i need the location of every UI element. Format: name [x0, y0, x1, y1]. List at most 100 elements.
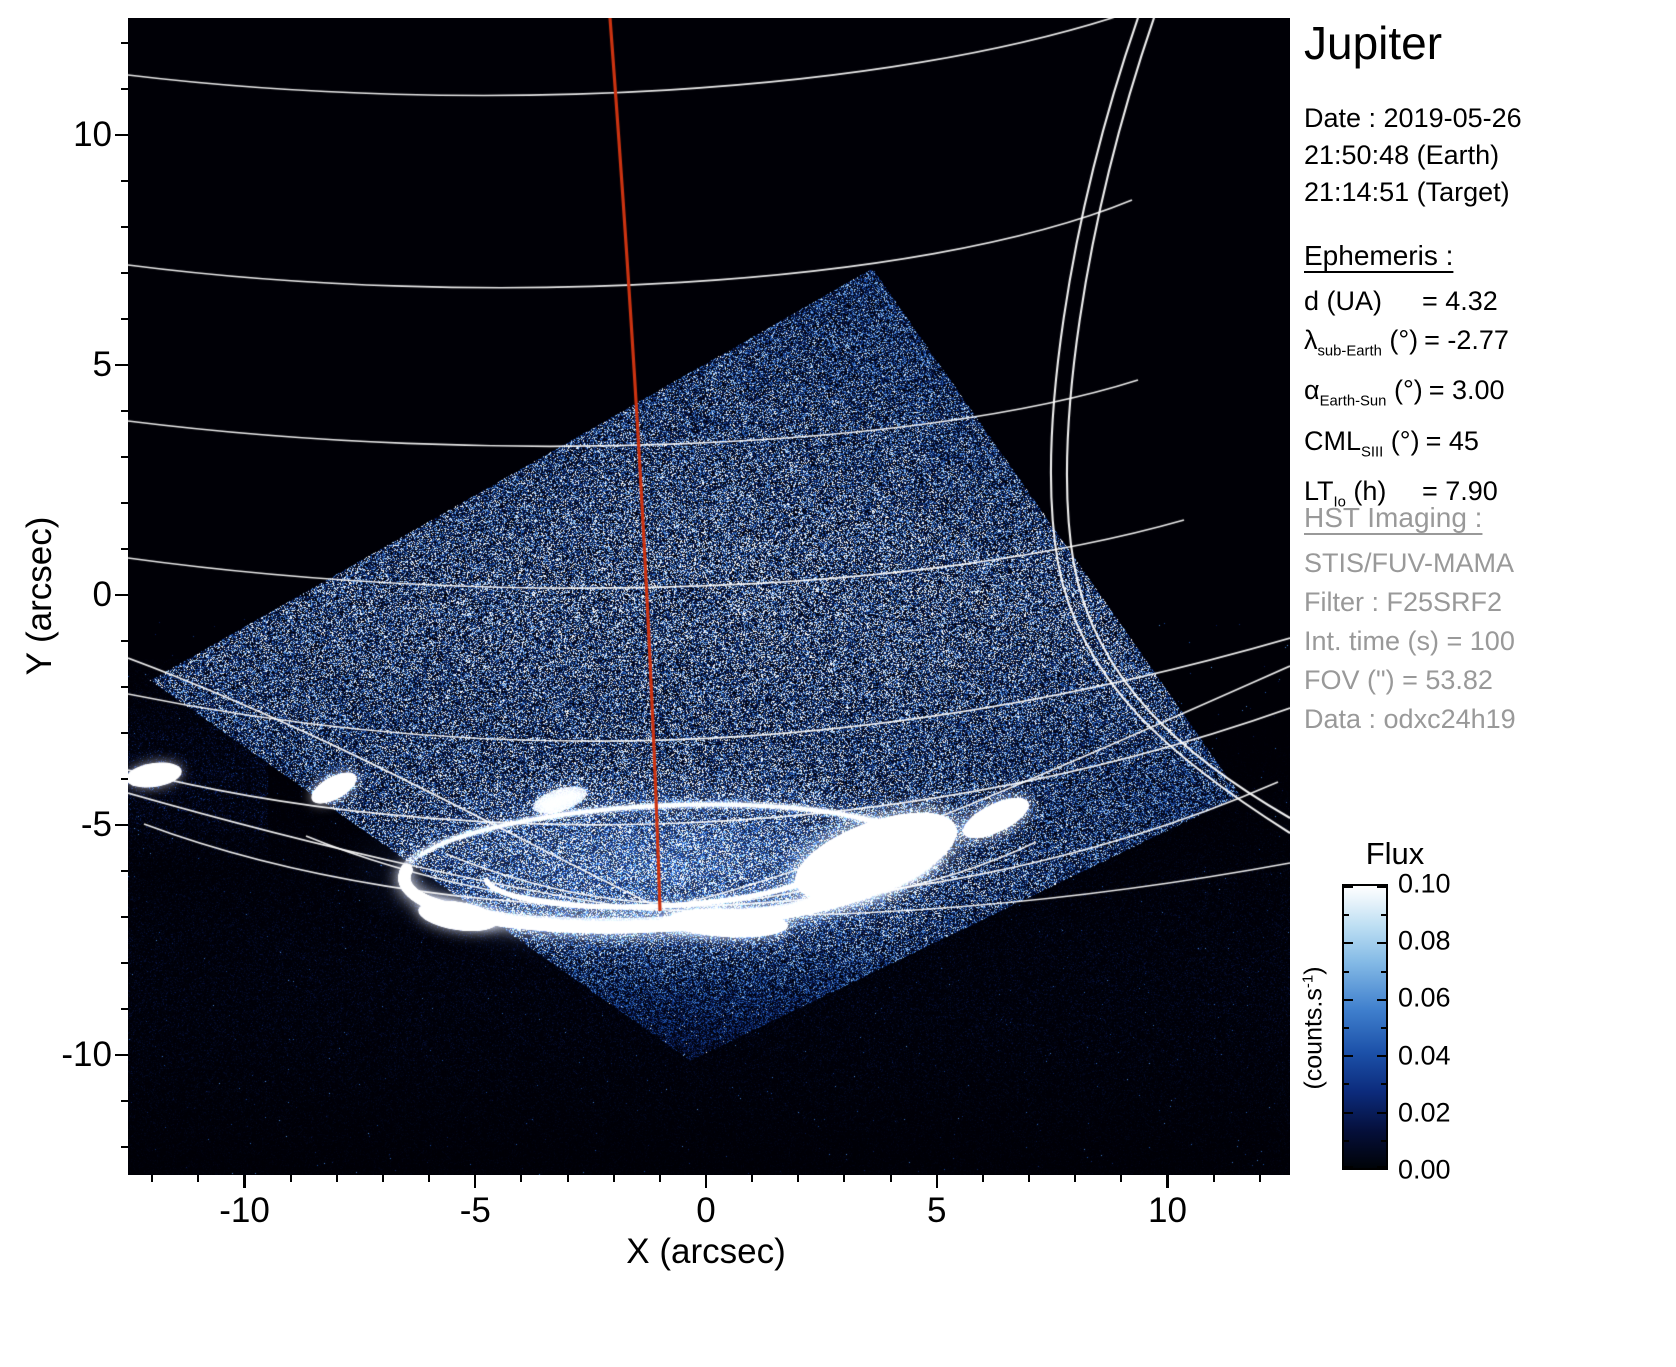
ephemeris-quantity: d (UA): [1304, 282, 1416, 321]
colorbar-minor-tick: [1381, 1083, 1386, 1085]
colorbar: [1342, 884, 1388, 1170]
colorbar-minor-tick: [1381, 1140, 1386, 1142]
x-tick-label: -5: [460, 1191, 491, 1231]
hst-info-line: FOV (") = 53.82: [1304, 661, 1516, 700]
y-minor-tick: [121, 1008, 128, 1010]
x-major-tick: [243, 1175, 245, 1188]
colorbar-major-tick: [1377, 1055, 1386, 1057]
earth-time-line: 21:50:48 (Earth): [1304, 137, 1522, 174]
colorbar-minor-tick: [1381, 914, 1386, 916]
hst-lines: STIS/FUV-MAMA Filter : F25SRF2 Int. time (…: [1304, 544, 1516, 739]
x-minor-tick: [197, 1175, 199, 1182]
hst-info-line: Filter : F25SRF2: [1304, 583, 1516, 622]
x-tick-label: 10: [1148, 1191, 1187, 1231]
colorbar-minor-tick: [1344, 1027, 1349, 1029]
hst-info-line: STIS/FUV-MAMA: [1304, 544, 1516, 583]
ephemeris-row: CMLSIII (°) = 45: [1304, 422, 1509, 472]
date-block: Date : 2019-05-26 21:50:48 (Earth) 21:14…: [1304, 100, 1522, 211]
x-minor-tick: [751, 1175, 753, 1182]
hst-info-line: Int. time (s) = 100: [1304, 622, 1516, 661]
colorbar-minor-tick: [1381, 1027, 1386, 1029]
x-minor-tick: [567, 1175, 569, 1182]
ephemeris-heading: Ephemeris :: [1304, 240, 1453, 272]
x-minor-tick: [843, 1175, 845, 1182]
x-minor-tick: [1120, 1175, 1122, 1182]
x-tick-label: 0: [696, 1191, 715, 1231]
y-minor-tick: [121, 732, 128, 734]
ephemeris-value: = 4.32: [1422, 286, 1498, 316]
colorbar-major-tick: [1377, 999, 1386, 1001]
ephemeris-quantity: λsub-Earth (°): [1304, 321, 1418, 371]
colorbar-major-tick: [1377, 1166, 1386, 1168]
y-tick-label: 5: [93, 345, 112, 385]
ephemeris-row: d (UA) = 4.32: [1304, 282, 1509, 321]
figure-page: -10 -5 0 5 10 -10 -5 0 5 10 X (arcsec) Y (arcsec…: [0, 0, 1676, 1367]
y-tick-label: -5: [81, 805, 112, 845]
colorbar-major-tick: [1377, 942, 1386, 944]
colorbar-tick-label: 0.06: [1398, 983, 1451, 1014]
y-minor-tick: [121, 502, 128, 504]
y-minor-tick: [121, 1100, 128, 1102]
y-major-tick: [115, 824, 128, 826]
x-minor-tick: [1259, 1175, 1261, 1182]
y-minor-tick: [121, 88, 128, 90]
ephemeris-value: = 3.00: [1429, 375, 1505, 405]
info-panel: Jupiter Date : 2019-05-26 21:50:48 (Eart…: [1300, 0, 1676, 1367]
colorbar-major-tick: [1344, 886, 1353, 888]
units-close: ): [1300, 966, 1328, 974]
colorbar-tick-label: 0.10: [1398, 869, 1451, 900]
colorbar-tick-label: 0.04: [1398, 1040, 1451, 1071]
y-minor-tick: [121, 272, 128, 274]
hst-info-line: Data : odxc24h19: [1304, 700, 1516, 739]
y-tick-label: 10: [73, 115, 112, 155]
x-minor-tick: [1213, 1175, 1215, 1182]
colorbar-minor-tick: [1344, 1140, 1349, 1142]
y-minor-tick: [121, 916, 128, 918]
colorbar-major-tick: [1377, 886, 1386, 888]
y-minor-tick: [121, 180, 128, 182]
x-major-tick: [705, 1175, 707, 1188]
x-major-tick: [936, 1175, 938, 1188]
x-major-tick: [1166, 1175, 1168, 1188]
y-major-tick: [115, 1054, 128, 1056]
y-minor-tick: [121, 226, 128, 228]
colorbar-major-tick: [1344, 1112, 1353, 1114]
ephemeris-quantity: CMLSIII (°): [1304, 422, 1420, 472]
x-minor-tick: [613, 1175, 615, 1182]
ephemeris-row: λsub-Earth (°) = -2.77: [1304, 321, 1509, 371]
y-minor-tick: [121, 962, 128, 964]
y-minor-tick: [121, 1146, 128, 1148]
x-minor-tick: [1074, 1175, 1076, 1182]
x-tick-label: -10: [219, 1191, 270, 1231]
y-axis-label: Y (arcsec): [20, 517, 60, 676]
colorbar-major-tick: [1344, 999, 1353, 1001]
colorbar-major-tick: [1377, 1112, 1386, 1114]
colorbar-tick-label: 0.00: [1398, 1155, 1451, 1186]
ephemeris-value: = 45: [1426, 426, 1479, 456]
x-axis-label: X (arcsec): [626, 1232, 785, 1272]
colorbar-minor-tick: [1344, 971, 1349, 973]
colorbar-major-tick: [1344, 1166, 1353, 1168]
y-tick-label: -10: [61, 1035, 112, 1075]
units-exponent: -1: [1299, 975, 1316, 988]
colorbar-minor-tick: [1344, 914, 1349, 916]
y-major-tick: [115, 134, 128, 136]
colorbar-major-tick: [1344, 942, 1353, 944]
y-tick-label: 0: [93, 575, 112, 615]
y-major-tick: [115, 364, 128, 366]
x-minor-tick: [382, 1175, 384, 1182]
colorbar-minor-tick: [1381, 971, 1386, 973]
x-minor-tick: [659, 1175, 661, 1182]
plot-area: [128, 18, 1290, 1175]
x-minor-tick: [797, 1175, 799, 1182]
ephemeris-row: αEarth-Sun (°) = 3.00: [1304, 371, 1509, 421]
y-minor-tick: [121, 456, 128, 458]
x-minor-tick: [1028, 1175, 1030, 1182]
colorbar-tick-label: 0.08: [1398, 926, 1451, 957]
y-minor-tick: [121, 778, 128, 780]
x-minor-tick: [290, 1175, 292, 1182]
x-minor-tick: [982, 1175, 984, 1182]
ephemeris-value: = -2.77: [1424, 325, 1509, 355]
x-minor-tick: [520, 1175, 522, 1182]
jupiter-fuv-aurora-image: [128, 18, 1290, 1175]
